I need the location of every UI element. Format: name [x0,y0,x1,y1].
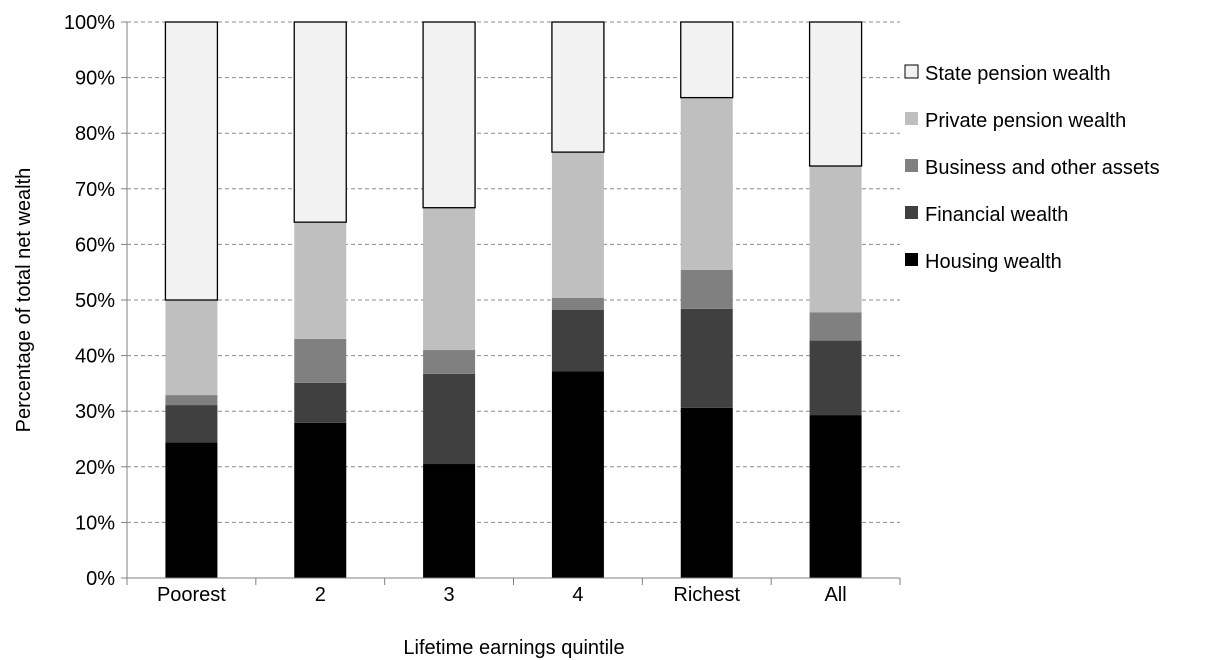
legend-swatch [905,206,918,219]
bar-segment-business-and-other-assets [294,338,347,383]
y-tick-label: 10% [75,512,115,534]
bar-segment-housing-wealth [680,407,733,578]
y-axis-title: Percentage of total net wealth [13,168,35,433]
bar-segment-housing-wealth [294,422,347,578]
bar-segment-state-pension-wealth [422,21,476,209]
x-tick-labels: Poorest 2 3 4 Richest All [157,584,847,606]
gridlines [127,21,900,523]
x-tick-label: Richest [673,584,740,606]
bar-segment-private-pension-wealth [551,152,604,298]
bar-segment-business-and-other-assets [423,350,476,374]
x-tick-label: All [824,584,846,606]
bar-segment-business-and-other-assets [809,312,862,341]
y-tick-label: 80% [75,123,115,145]
bar-segment-private-pension-wealth [294,222,347,339]
legend-label: State pension wealth [925,63,1111,85]
legend-swatch [905,159,918,172]
bar-segment-financial-wealth [809,340,862,416]
bar-segment-state-pension-wealth [808,21,863,167]
legend-swatch [905,112,918,125]
y-tick-label: 40% [75,346,115,368]
bar-segment-business-and-other-assets [551,297,604,311]
bar-segment-private-pension-wealth [809,166,862,313]
bars [164,21,863,578]
bar-segment-financial-wealth [423,373,476,465]
bar-segment-housing-wealth [423,464,476,578]
bar-segment-business-and-other-assets [680,269,733,309]
y-tick-label: 100% [64,12,115,34]
bar-segment-private-pension-wealth [423,207,476,351]
legend-label: Private pension wealth [925,110,1126,132]
bar-segment-housing-wealth [165,442,218,578]
bar-segment-financial-wealth [680,308,733,408]
y-tick-label: 60% [75,234,115,256]
legend-label: Financial wealth [925,204,1068,226]
x-tick-label: 4 [572,584,583,606]
x-tick-label: 3 [444,584,455,606]
y-tick-labels: 0% 10% 20% 30% 40% 50% 60% 70% 80% 90% 100% [64,12,115,590]
bar-segment-state-pension-wealth [164,21,219,301]
axes [121,21,901,585]
y-tick-label: 70% [75,179,115,201]
legend-label: Business and other assets [925,157,1160,179]
bar-segment-housing-wealth [551,371,604,578]
bar-segment-business-and-other-assets [165,395,218,406]
y-tick-label: 20% [75,457,115,479]
y-tick-label: 90% [75,68,115,90]
legend: State pension wealth Private pension weal… [904,63,1160,273]
x-tick-label: Poorest [157,584,226,606]
y-tick-label: 0% [86,568,115,590]
y-tick-label: 50% [75,290,115,312]
x-tick-label: 2 [315,584,326,606]
bar-segment-financial-wealth [294,382,347,423]
bar-segment-state-pension-wealth [680,21,734,99]
legend-swatch [904,64,919,79]
bar-segment-state-pension-wealth [293,21,347,223]
x-axis-title: Lifetime earnings quintile [403,637,624,659]
legend-label: Housing wealth [925,251,1062,273]
bar-segment-private-pension-wealth [680,97,733,270]
y-tick-label: 30% [75,401,115,423]
bar-segment-state-pension-wealth [551,21,605,153]
bar-segment-financial-wealth [551,310,604,372]
bar-segment-housing-wealth [809,415,862,578]
bar-segment-private-pension-wealth [165,300,218,396]
bar-segment-financial-wealth [165,405,218,443]
legend-swatch [905,253,918,266]
